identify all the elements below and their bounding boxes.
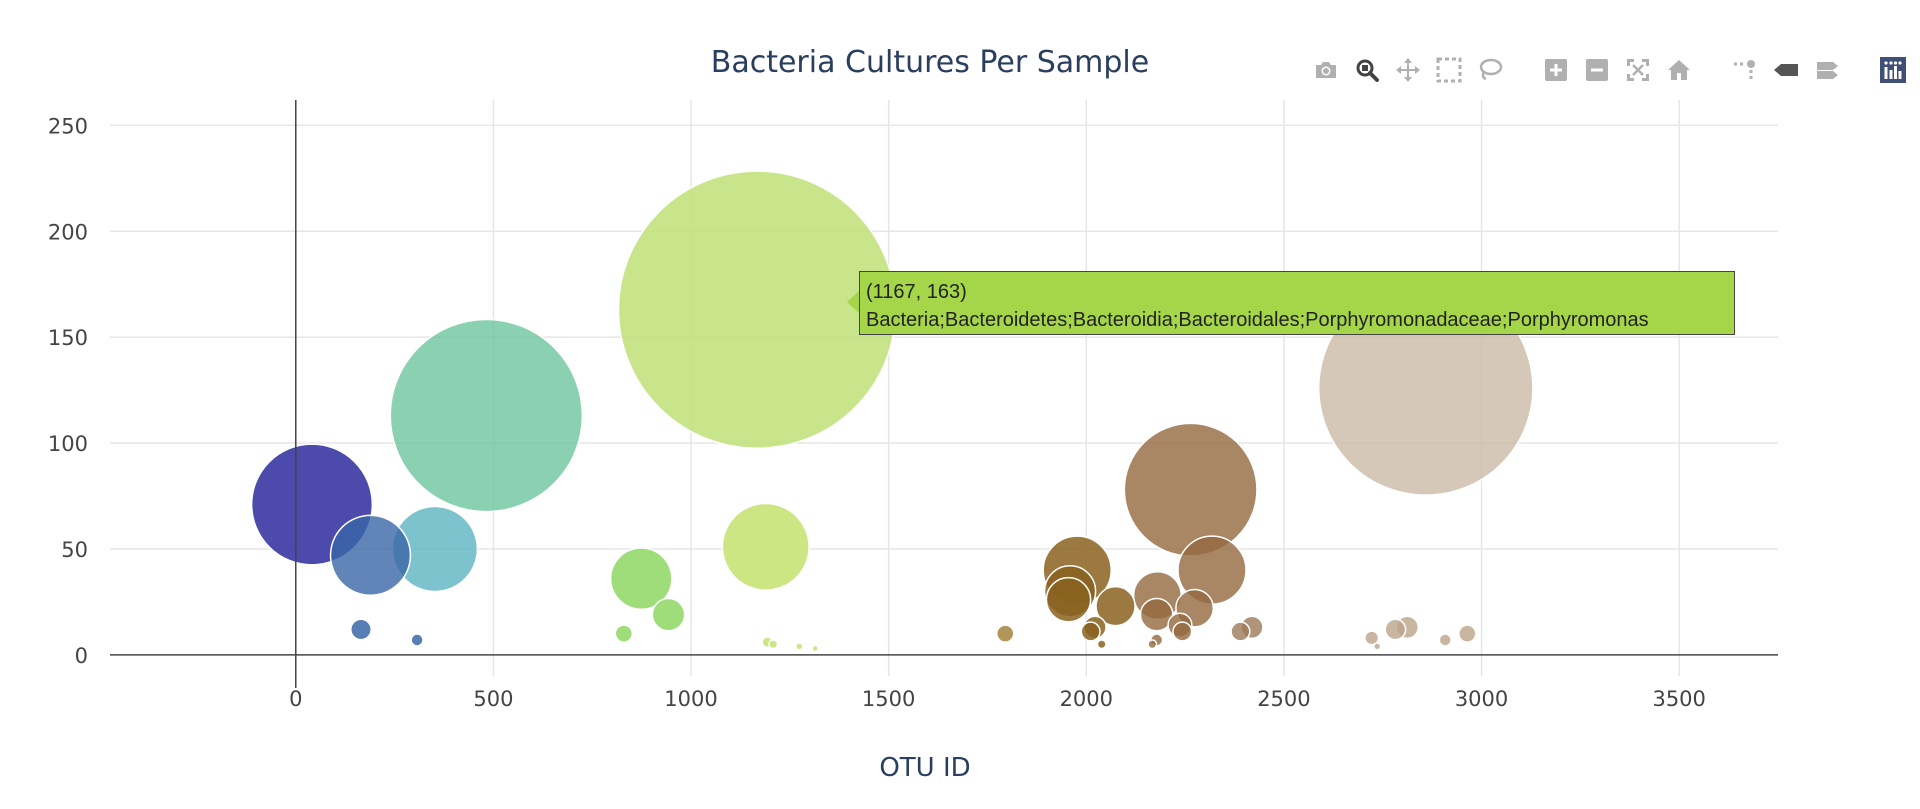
bubble-point[interactable] <box>614 624 634 643</box>
zoom-out-icon[interactable] <box>1581 54 1613 86</box>
x-tick-label: 2500 <box>1257 687 1310 711</box>
bubble-point[interactable] <box>795 642 804 651</box>
bubble-point[interactable] <box>1364 630 1380 646</box>
bubble-point[interactable] <box>1438 633 1452 647</box>
bubble-point[interactable] <box>1080 621 1101 642</box>
pan-icon[interactable] <box>1392 54 1424 86</box>
zoom-icon[interactable] <box>1351 54 1383 86</box>
bubble-point[interactable] <box>1139 597 1174 632</box>
x-tick-label: 1000 <box>664 687 717 711</box>
y-tick-label: 0 <box>75 644 88 668</box>
plotly-logo-icon[interactable] <box>1877 54 1909 86</box>
reset-axes-icon[interactable] <box>1663 54 1695 86</box>
bubble-point[interactable] <box>1384 618 1407 641</box>
x-axis-label: OTU ID <box>879 753 970 783</box>
zoom-in-icon[interactable] <box>1540 54 1572 86</box>
bubble-point[interactable] <box>811 644 819 653</box>
spike-lines-icon[interactable] <box>1729 54 1761 86</box>
bubble-point[interactable] <box>996 624 1015 643</box>
autoscale-icon[interactable] <box>1622 54 1654 86</box>
y-tick-label: 150 <box>48 326 88 350</box>
hover-closest-icon[interactable] <box>1770 54 1802 86</box>
hover-tooltip-taxonomy: Bacteria;Bacteroidetes;Bacteroidia;Bacte… <box>866 309 1649 331</box>
bubble-point[interactable] <box>1095 585 1136 627</box>
bubble-point[interactable] <box>1096 639 1107 650</box>
bubble-point[interactable] <box>1230 621 1251 642</box>
bubble-point[interactable] <box>1172 621 1193 642</box>
bubble-point[interactable] <box>1147 639 1158 650</box>
modebar <box>1310 54 1909 86</box>
y-tick-label: 100 <box>48 432 88 456</box>
bubble-point[interactable] <box>1123 422 1258 557</box>
bubble-layer[interactable] <box>250 170 1534 653</box>
bubble-point[interactable] <box>1458 624 1477 643</box>
bubble-point[interactable] <box>329 514 412 596</box>
bubble-point[interactable] <box>609 547 673 610</box>
bubble-point[interactable] <box>768 639 779 650</box>
y-tick-label: 200 <box>48 220 88 244</box>
y-tick-label: 50 <box>61 538 88 562</box>
hover-tooltip: (1167, 163) Bacteria;Bacteroidetes;Bacte… <box>859 271 1735 335</box>
box-select-icon[interactable] <box>1433 54 1465 86</box>
bubble-point[interactable] <box>410 633 424 647</box>
chart-title: Bacteria Cultures Per Sample <box>711 45 1149 80</box>
hover-tooltip-pointer <box>847 290 860 314</box>
hover-tooltip-coordinates: (1167, 163) <box>866 281 967 303</box>
x-tick-label: 1500 <box>862 687 915 711</box>
bubble-point[interactable] <box>721 502 810 591</box>
x-tick-label: 2000 <box>1060 687 1113 711</box>
bubble-point[interactable] <box>651 597 686 632</box>
bubble-point[interactable] <box>350 618 372 641</box>
x-tick-label: 3000 <box>1455 687 1508 711</box>
hover-compare-icon[interactable] <box>1811 54 1843 86</box>
x-tick-label: 500 <box>473 687 513 711</box>
x-tick-label: 0 <box>289 687 302 711</box>
bubble-point[interactable] <box>389 318 584 513</box>
x-tick-label: 3500 <box>1652 687 1705 711</box>
lasso-select-icon[interactable] <box>1474 54 1506 86</box>
bubble-point[interactable] <box>1045 576 1092 623</box>
y-tick-label: 250 <box>48 114 88 138</box>
bubble-point[interactable] <box>1373 642 1382 651</box>
camera-icon[interactable] <box>1310 54 1342 86</box>
